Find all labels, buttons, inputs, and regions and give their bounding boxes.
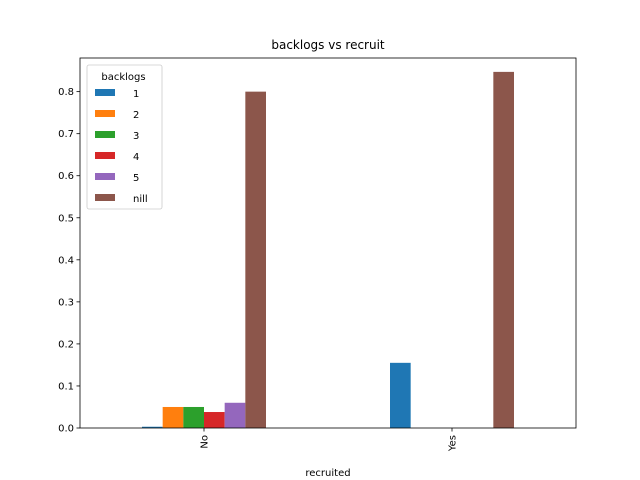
legend-swatch-nill bbox=[95, 194, 115, 201]
legend-swatch-4 bbox=[95, 152, 115, 159]
legend-swatch-2 bbox=[95, 110, 115, 117]
bar-yes-nill bbox=[493, 71, 514, 429]
legend-title: backlogs bbox=[101, 72, 145, 83]
bar-no-5 bbox=[224, 402, 246, 428]
y-tick-label: 0.4 bbox=[58, 255, 74, 266]
legend-entry-2: 2 bbox=[133, 110, 139, 121]
legend: backlogs 1 2 3 4 5 nill bbox=[86, 64, 163, 210]
x-axis: No Yes bbox=[200, 428, 459, 452]
legend-entry-5: 5 bbox=[133, 173, 139, 184]
legend-entry-4: 4 bbox=[133, 152, 139, 163]
legend-swatch-5 bbox=[95, 173, 115, 180]
bar-no-1 bbox=[142, 426, 163, 428]
legend-entry-3: 3 bbox=[133, 131, 139, 142]
x-axis-label: recruited bbox=[305, 468, 350, 479]
bar-no-nill bbox=[245, 91, 266, 428]
legend-swatch-3 bbox=[95, 131, 115, 138]
x-tick-label-no: No bbox=[200, 435, 211, 449]
bar-yes-1 bbox=[390, 362, 411, 428]
legend-swatch-1 bbox=[95, 89, 115, 96]
y-tick-label: 0.0 bbox=[58, 424, 74, 435]
y-tick-label: 0.7 bbox=[58, 129, 74, 140]
y-tick-label: 0.5 bbox=[58, 213, 74, 224]
legend-entry-nill: nill bbox=[133, 194, 148, 205]
bars-group bbox=[142, 71, 514, 429]
y-tick-label: 0.1 bbox=[58, 381, 74, 392]
bar-no-3 bbox=[183, 406, 204, 428]
y-tick-label: 0.2 bbox=[58, 339, 74, 350]
y-axis: 0.0 0.1 0.2 0.3 0.4 0.5 0.6 0.7 0.8 bbox=[58, 87, 80, 435]
x-tick-label-yes: Yes bbox=[448, 435, 459, 452]
plot-frame bbox=[79, 57, 577, 429]
y-tick-label: 0.8 bbox=[58, 87, 74, 98]
legend-entry-1: 1 bbox=[133, 89, 139, 100]
bar-no-4 bbox=[204, 412, 225, 428]
y-tick-label: 0.6 bbox=[58, 171, 74, 182]
bar-no-2 bbox=[162, 406, 184, 428]
chart-title: backlogs vs recruit bbox=[271, 38, 385, 52]
y-tick-label: 0.3 bbox=[58, 297, 74, 308]
